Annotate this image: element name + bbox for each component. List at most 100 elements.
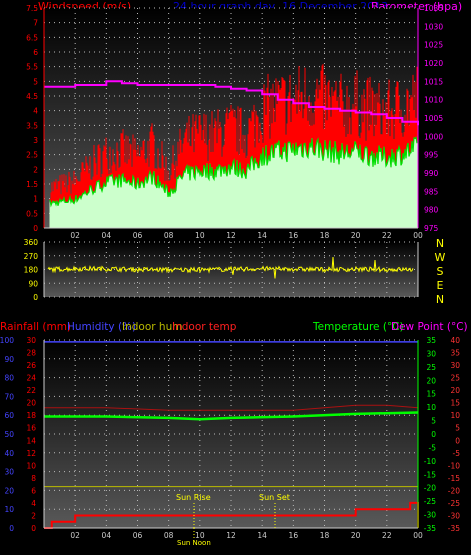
humidity-tick-label: 10 (4, 505, 14, 514)
climate-ticks: 0102030405060708090100024681012141618202… (0, 336, 460, 533)
temperature-tick-label: 20 (426, 376, 436, 385)
time-tick-label: 18 (320, 531, 330, 540)
time-tick-label: 22 (382, 231, 392, 240)
time-tick-label: 04 (102, 231, 112, 240)
rain-tick-label: 26 (26, 361, 36, 370)
time-tick-label: 20 (351, 231, 361, 240)
humidity-tick-label: 30 (4, 468, 14, 477)
rain-tick-label: 0 (31, 524, 36, 533)
rain-tick-label: 30 (26, 336, 36, 345)
baro-tick-label: 1035 (424, 4, 443, 13)
direction-tick-label: 360 (24, 238, 39, 247)
baro-tick-label: 1030 (424, 22, 443, 31)
temperature-tick-label: 25 (426, 363, 436, 372)
direction-tick-label: 90 (28, 279, 38, 288)
time-tick-label: 08 (164, 531, 174, 540)
temperature-tick-label: 10 (426, 403, 436, 412)
baro-tick-label: 995 (424, 151, 439, 160)
dewpoint-tick-label: 0 (455, 436, 460, 445)
wind-tick-label: 0 (33, 224, 38, 233)
time-tick-label: 02 (70, 531, 80, 540)
time-tick-label: 06 (133, 531, 143, 540)
time-tick-label: 00 (413, 231, 423, 240)
wind-tick-label: 3 (33, 136, 38, 145)
time-tick-label: 16 (289, 531, 299, 540)
dewpoint-tick-label: -25 (448, 499, 460, 508)
wind-tick-label: 5.5 (26, 63, 38, 72)
humidity-tick-label: 90 (4, 355, 14, 364)
rainfall-line (44, 501, 419, 529)
bottom-time-ticks: 02 04 06 08 10 12 14 16 18 20 22 00 (70, 531, 423, 540)
dewpoint-tick-label: -10 (448, 461, 460, 470)
temperature-tick-label: -10 (424, 457, 436, 466)
humidity-tick-label: 40 (4, 449, 14, 458)
humidity-tick-label: 20 (4, 486, 14, 495)
temperature-tick-label: 5 (431, 417, 436, 426)
compass-letter: E (437, 279, 444, 292)
time-tick-label: 18 (320, 231, 330, 240)
time-tick-label: 10 (195, 531, 205, 540)
dewpoint-tick-label: -30 (448, 511, 460, 520)
barometer-ticks: 975 980 985 990 995 1000 1005 1010 1015 1020 1025 1… (424, 4, 443, 233)
dewpoint-tick-label: 30 (450, 361, 460, 370)
rain-tick-label: 8 (31, 474, 36, 483)
compass-letter: S (437, 265, 444, 278)
humidity-tick-label: 50 (4, 430, 14, 439)
rain-tick-label: 4 (31, 499, 36, 508)
wind-tick-label: 4 (33, 107, 38, 116)
barometer-line (44, 80, 419, 126)
sun-rise-label: Sun Rise (176, 493, 211, 502)
baro-tick-label: 1005 (424, 114, 443, 123)
temperature-tick-label: 35 (426, 336, 436, 345)
rain-tick-label: 18 (26, 411, 36, 420)
baro-tick-label: 1025 (424, 41, 443, 50)
dewpoint-tick-label: 20 (450, 386, 460, 395)
rainfall-label: Rainfall (mm) (0, 321, 71, 333)
wind-tick-label: 6.5 (26, 33, 38, 42)
time-tick-label: 12 (226, 231, 236, 240)
baro-tick-label: 1015 (424, 77, 443, 86)
baro-tick-label: 1000 (424, 132, 443, 141)
time-tick-label: 16 (289, 231, 299, 240)
humidity-tick-label: 60 (4, 411, 14, 420)
rain-tick-label: 2 (31, 511, 36, 520)
indoor-temp-line (44, 404, 419, 411)
wind-tick-label: 1 (33, 195, 38, 204)
wind-average-line (49, 136, 418, 208)
baro-tick-label: 980 (424, 206, 439, 215)
wind-tick-label: 2.5 (26, 151, 38, 160)
wind-tick-label: 0.5 (26, 209, 38, 218)
humidity-tick-label: 100 (0, 336, 14, 345)
humidity-tick-label: 0 (9, 524, 14, 533)
compass-letter: N (436, 293, 444, 306)
rain-tick-label: 24 (26, 374, 36, 383)
temperature-tick-label: -25 (424, 497, 436, 506)
wind-tick-label: 7.5 (26, 4, 38, 13)
temperature-tick-label: -15 (424, 470, 436, 479)
wind-tick-label: 3.5 (26, 121, 38, 130)
baro-tick-label: 990 (424, 169, 439, 178)
time-tick-label: 12 (226, 531, 236, 540)
rain-tick-label: 6 (31, 486, 36, 495)
baro-tick-label: 1010 (424, 96, 443, 105)
temperature-line (44, 411, 419, 421)
sun-set-label: Sun Set (259, 493, 290, 502)
baro-tick-label: 975 (424, 224, 439, 233)
indoor-hum-label: Indoor hum (122, 321, 182, 333)
dewpoint-tick-label: -5 (453, 449, 461, 458)
dewpoint-tick-label: -35 (448, 524, 460, 533)
dewpoint-tick-label: 5 (455, 424, 460, 433)
wind-average-bars (49, 137, 418, 228)
baro-tick-label: 1020 (424, 59, 443, 68)
wind-tick-label: 4.5 (26, 92, 38, 101)
temperature-tick-label: 15 (426, 390, 436, 399)
time-tick-label: 22 (382, 531, 392, 540)
temperature-label: Temperature (°C) (312, 321, 404, 333)
top-time-ticks: 02 04 06 08 10 12 14 16 18 20 22 00 (70, 231, 423, 240)
wind-tick-label: 6 (33, 48, 38, 57)
wind-tick-label: 1.5 (26, 180, 38, 189)
time-tick-label: 20 (351, 531, 361, 540)
direction-tick-label: 270 (24, 252, 39, 261)
dewpoint-tick-label: 35 (450, 349, 460, 358)
windspeed-ticks: 0 0.5 1 1.5 2 2.5 3 3.5 4 4.5 5 5.5 6 6.5 7 7.5 (26, 4, 38, 233)
